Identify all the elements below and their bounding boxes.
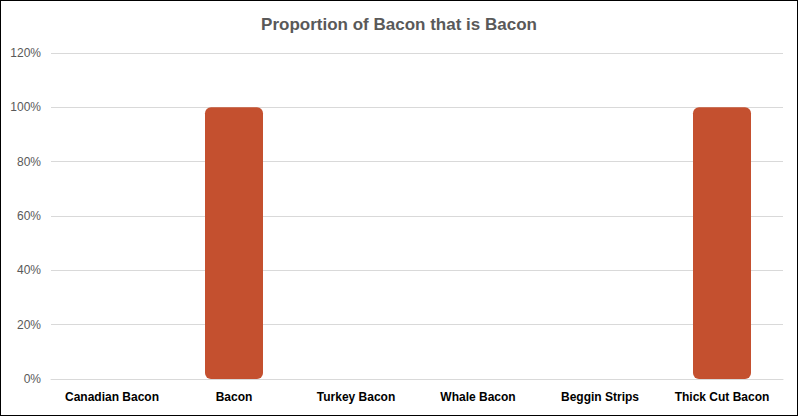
svg-text:20%: 20% [17,318,41,332]
svg-text:60%: 60% [17,209,41,223]
svg-text:Thick Cut Bacon: Thick Cut Bacon [675,390,770,404]
svg-text:Turkey Bacon: Turkey Bacon [317,390,395,404]
svg-text:Beggin Strips: Beggin Strips [561,390,639,404]
svg-text:120%: 120% [10,46,41,60]
svg-text:0%: 0% [24,372,42,386]
svg-text:Proportion of Bacon that is Ba: Proportion of Bacon that is Bacon [261,15,537,34]
svg-text:Canadian Bacon: Canadian Bacon [65,390,159,404]
svg-text:Bacon: Bacon [216,390,253,404]
svg-text:100%: 100% [10,100,41,114]
svg-text:40%: 40% [17,263,41,277]
svg-text:80%: 80% [17,155,41,169]
svg-text:Whale Bacon: Whale Bacon [440,390,515,404]
